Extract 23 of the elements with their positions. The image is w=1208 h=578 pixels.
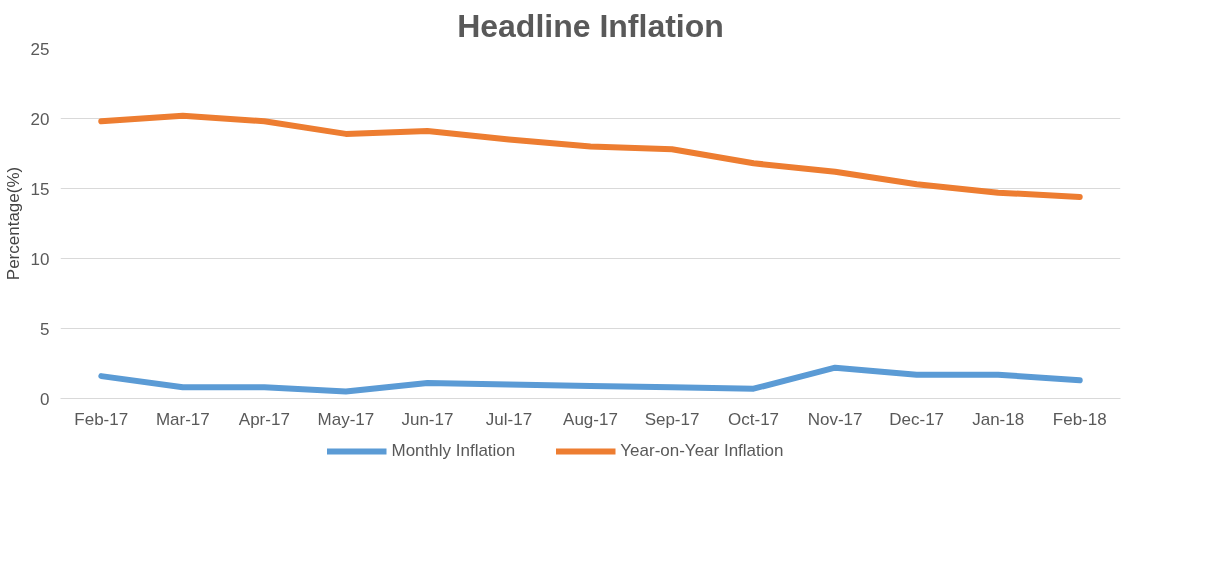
x-tick-label: Aug-17 (563, 409, 618, 429)
y-tick-label: 20 (30, 109, 50, 129)
x-tick-label: May-17 (317, 409, 375, 429)
y-axis-title: Percentage(%) (3, 166, 23, 281)
x-tick-label: Jan-18 (972, 409, 1025, 429)
x-tick-label: Feb-17 (74, 409, 129, 429)
x-tick-label: Jul-17 (485, 409, 533, 429)
y-tick-label: 25 (30, 39, 50, 59)
x-tick-label: Oct-17 (728, 409, 780, 429)
x-tick-label: Sep-17 (644, 409, 700, 429)
x-tick-label: Feb-18 (1052, 409, 1107, 429)
x-tick-label: Nov-17 (807, 409, 863, 429)
x-tick-label: Jun-17 (401, 409, 454, 429)
legend-label: Year-on-Year Inflation (620, 441, 784, 461)
x-tick-label: Dec-17 (889, 409, 945, 429)
legend-label: Monthly Inflation (391, 441, 516, 461)
y-tick-label: 0 (40, 389, 50, 409)
y-tick-label: 5 (40, 319, 50, 339)
x-tick-label: Apr-17 (238, 409, 290, 429)
x-tick-label: Mar-17 (155, 409, 210, 429)
y-tick-label: 10 (30, 249, 50, 269)
y-tick-label: 15 (30, 179, 50, 199)
chart-title: Headline Inflation (457, 7, 724, 44)
